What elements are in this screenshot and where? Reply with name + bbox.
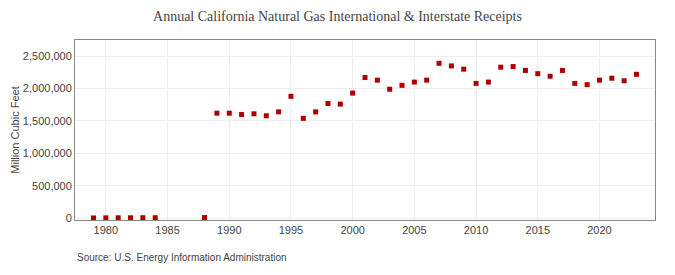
svg-text:2,000,000: 2,000,000 [23, 82, 72, 94]
svg-text:Source: U.S. Energy Informatio: Source: U.S. Energy Information Administ… [77, 252, 287, 263]
svg-text:1990: 1990 [217, 224, 241, 236]
svg-text:1,500,000: 1,500,000 [23, 115, 72, 127]
svg-text:2015: 2015 [526, 224, 550, 236]
svg-text:2005: 2005 [402, 224, 426, 236]
svg-text:Million Cubic Feet: Million Cubic Feet [9, 86, 21, 173]
svg-text:Annual California Natural Gas: Annual California Natural Gas Internatio… [153, 9, 522, 24]
svg-text:2000: 2000 [340, 224, 364, 236]
svg-text:1985: 1985 [155, 224, 179, 236]
svg-text:2020: 2020 [587, 224, 611, 236]
svg-text:1,000,000: 1,000,000 [23, 147, 72, 159]
svg-text:0: 0 [66, 212, 72, 224]
svg-text:2010: 2010 [464, 224, 488, 236]
svg-text:1995: 1995 [279, 224, 303, 236]
svg-text:2,500,000: 2,500,000 [23, 50, 72, 62]
svg-text:500,000: 500,000 [32, 180, 72, 192]
svg-text:1980: 1980 [94, 224, 118, 236]
